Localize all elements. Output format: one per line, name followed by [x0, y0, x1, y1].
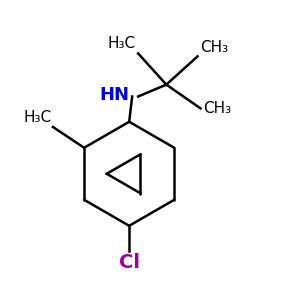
Text: H₃C: H₃C: [23, 110, 52, 125]
Text: CH₃: CH₃: [203, 101, 231, 116]
Text: Cl: Cl: [119, 254, 140, 272]
Text: CH₃: CH₃: [200, 40, 228, 55]
Text: H₃C: H₃C: [107, 36, 135, 51]
Text: HN: HN: [99, 86, 129, 104]
